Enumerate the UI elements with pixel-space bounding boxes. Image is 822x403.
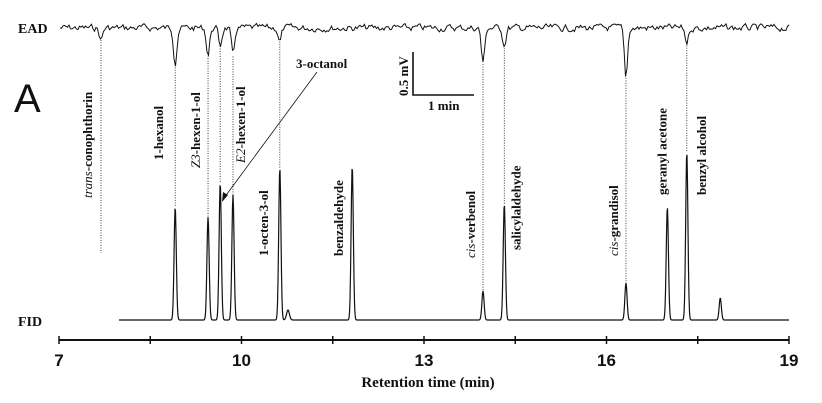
scale-bar-vertical-label: 0.5 mV: [396, 56, 411, 96]
x-axis-label: Retention time (min): [361, 375, 494, 391]
scale-bar-horizontal-label: 1 min: [428, 98, 460, 113]
x-axis: 7 10 13 16 19: [54, 336, 798, 370]
peak-label: geranyl acetone: [654, 108, 669, 195]
peak-label: salicylaldehyde: [508, 165, 523, 250]
x-tick-label: 13: [415, 351, 434, 370]
arrowhead: [222, 192, 228, 202]
peak-label: cis-verbenol: [463, 190, 478, 258]
ead-trace-label: EAD: [18, 22, 48, 37]
peak-label: 3-octanol: [296, 56, 348, 71]
peak-label: Z3-hexen-1-ol: [188, 92, 203, 168]
peak-label: benzyl alcohol: [694, 116, 709, 195]
fid-trace-label: FID: [18, 315, 42, 330]
peak-label: trans-conophthorin: [80, 91, 95, 198]
x-tick-label: 16: [597, 351, 616, 370]
x-tick-label: 19: [780, 351, 799, 370]
peak-label: benzaldehyde: [331, 180, 346, 256]
ead-trace: [59, 22, 790, 77]
fid-trace: [119, 154, 789, 321]
peak-label: E2-hexen-1-ol: [233, 86, 248, 164]
peak-label: cis-grandisol: [606, 185, 621, 256]
scale-bar: 0.5 mV 1 min: [396, 52, 474, 113]
panel-label: A: [14, 77, 41, 121]
x-tick-label: 7: [54, 351, 63, 370]
x-tick-label: 10: [232, 351, 251, 370]
peak-label: 1-octen-3-ol: [256, 190, 271, 256]
peak-label: 1-hexanol: [151, 105, 166, 160]
arrow-3-octanol: [223, 71, 318, 199]
